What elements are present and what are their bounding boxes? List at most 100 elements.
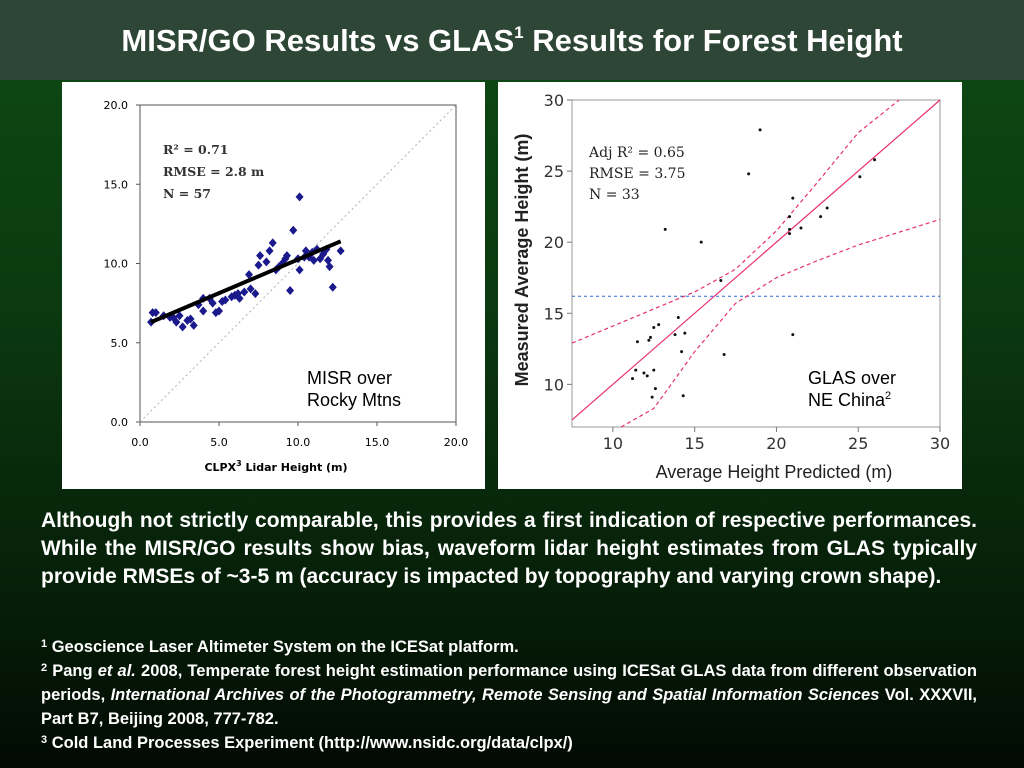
footnote-2-etal: et al. <box>97 662 136 680</box>
glas-confidence-band-lower <box>620 218 941 428</box>
glas-x-axis-label: Average Height Predicted (m) <box>656 462 893 482</box>
misr-tick-labels: 0.0 5.0 10.0 15.0 20.0 0.0 5.0 10.0 15.0 20.0 <box>104 99 469 449</box>
glas-tick-labels: 10 15 20 25 30 10 15 20 25 30 <box>544 91 951 453</box>
glas-data-point <box>650 395 654 399</box>
misr-chart-panel: 0.0 5.0 10.0 15.0 20.0 0.0 5.0 10.0 15.0 20.0 R² … <box>62 82 485 489</box>
footnote-2-author: Pang <box>47 662 98 680</box>
footnote-2: 2 Pang et al. 2008, Temperate forest hei… <box>41 659 977 731</box>
misr-stat-r2: R² = 0.71 <box>163 142 229 157</box>
glas-data-point <box>758 128 762 132</box>
slide-title-main: MISR/GO Results vs GLAS <box>121 23 515 58</box>
glas-data-point <box>791 196 795 200</box>
misr-x-axis-label-sup: 3 <box>236 459 242 468</box>
glas-data-point <box>719 279 723 283</box>
misr-x-axis-label-main: CLPX <box>204 461 236 474</box>
glas-data-point <box>825 206 829 210</box>
misr-data-point <box>295 192 304 202</box>
misr-data-point <box>289 225 298 235</box>
misr-data-point <box>295 265 304 275</box>
glas-data-point <box>683 331 687 335</box>
glas-data-point <box>673 333 677 337</box>
footnote-1-text: Geoscience Laser Altimeter System on the… <box>47 638 519 656</box>
glas-y-tick-label: 20 <box>544 233 564 252</box>
glas-x-tick-label: 15 <box>684 434 704 453</box>
glas-data-point <box>788 232 792 236</box>
footnote-2-journal: International Archives of the Photogramm… <box>110 686 880 704</box>
misr-data-point <box>189 320 198 330</box>
glas-data-point <box>652 368 656 372</box>
misr-data-point <box>256 251 265 261</box>
glas-stat-rmse: RMSE = 3.75 <box>589 166 686 182</box>
misr-data-point <box>328 282 337 292</box>
misr-x-axis-label: CLPX3 Lidar Height (m) <box>204 459 347 474</box>
glas-annotation-line1: GLAS over <box>808 368 896 388</box>
misr-regression-line <box>150 239 342 324</box>
misr-data-point <box>151 308 160 318</box>
glas-data-point <box>652 325 656 329</box>
glas-data-point <box>747 172 751 176</box>
footnotes: 1 Geoscience Laser Altimeter System on t… <box>41 635 977 755</box>
misr-data-point <box>218 297 227 307</box>
glas-data-point <box>631 377 635 381</box>
glas-data-point <box>649 335 653 339</box>
title-bar: MISR/GO Results vs GLAS1 Results for For… <box>0 0 1024 80</box>
misr-stat-n: N = 57 <box>163 186 211 201</box>
glas-stat-n: N = 33 <box>589 187 640 203</box>
glas-annotation-line2-main: NE China <box>808 390 886 410</box>
glas-x-tick-label: 10 <box>603 434 623 453</box>
glas-data-point <box>858 175 862 179</box>
glas-data-point <box>653 387 657 391</box>
glas-data-point <box>722 352 726 356</box>
misr-y-tick-label: 5.0 <box>111 337 129 350</box>
misr-data-point <box>215 306 223 316</box>
glas-data-point <box>681 394 685 398</box>
glas-data-point <box>676 316 680 320</box>
slide-title: MISR/GO Results vs GLAS1 Results for For… <box>0 22 1024 60</box>
misr-data-point <box>172 317 181 327</box>
glas-data-point <box>642 371 646 375</box>
glas-chart-svg: 10 15 20 25 30 10 15 20 25 30 Adj R² = 0.65 RMSE … <box>512 91 951 482</box>
misr-data-point <box>336 246 345 256</box>
misr-data-point <box>245 270 254 280</box>
glas-y-tick-label: 15 <box>544 304 564 323</box>
glas-confidence-band-upper <box>571 99 900 344</box>
misr-data-point <box>254 260 263 270</box>
misr-data-point <box>324 255 333 265</box>
misr-data-point <box>221 295 230 305</box>
glas-annotation-sup: 2 <box>885 390 891 402</box>
misr-data-point <box>309 255 318 265</box>
misr-data-point <box>175 311 184 321</box>
footnote-2-text: 2008, Temperate forest height estimation… <box>41 662 978 704</box>
misr-y-tick-label: 20.0 <box>104 99 129 112</box>
glas-data-point <box>788 215 792 219</box>
glas-y-tick-label: 25 <box>544 162 564 181</box>
misr-data-point <box>251 289 260 299</box>
glas-regression-line <box>571 99 941 421</box>
misr-x-tick-label: 15.0 <box>365 436 390 449</box>
glas-data-point <box>788 227 792 231</box>
glas-y-tick-label: 10 <box>544 375 564 394</box>
glas-data-point <box>699 240 703 244</box>
misr-data-point <box>208 298 217 308</box>
footnote-1-mark: 1 <box>41 638 48 650</box>
misr-data-point <box>282 251 291 261</box>
misr-y-tick-label: 10.0 <box>104 258 129 271</box>
misr-y-tick-label: 15.0 <box>104 178 129 191</box>
glas-axes <box>567 99 941 432</box>
misr-data-point <box>265 246 274 256</box>
footnote-3-text: Cold Land Processes Experiment (http://w… <box>47 734 573 752</box>
footnote-2-tail: Vol. XXXVII, Part B7, Beijing 2008, 777-… <box>41 686 977 728</box>
misr-data-point <box>286 285 295 295</box>
glas-data-point <box>819 215 823 219</box>
glas-x-tick-label: 30 <box>930 434 950 453</box>
misr-data-point <box>325 262 334 272</box>
misr-annotation-line1: MISR over <box>307 368 392 388</box>
glas-data-point <box>634 368 638 372</box>
glas-plot-frame <box>571 99 941 428</box>
glas-data-point <box>680 350 684 354</box>
glas-y-tick-label: 30 <box>544 91 564 110</box>
misr-data-point <box>199 306 208 316</box>
misr-data-point <box>233 289 242 299</box>
misr-x-tick-label: 20.0 <box>444 436 469 449</box>
glas-data-point <box>657 323 661 327</box>
